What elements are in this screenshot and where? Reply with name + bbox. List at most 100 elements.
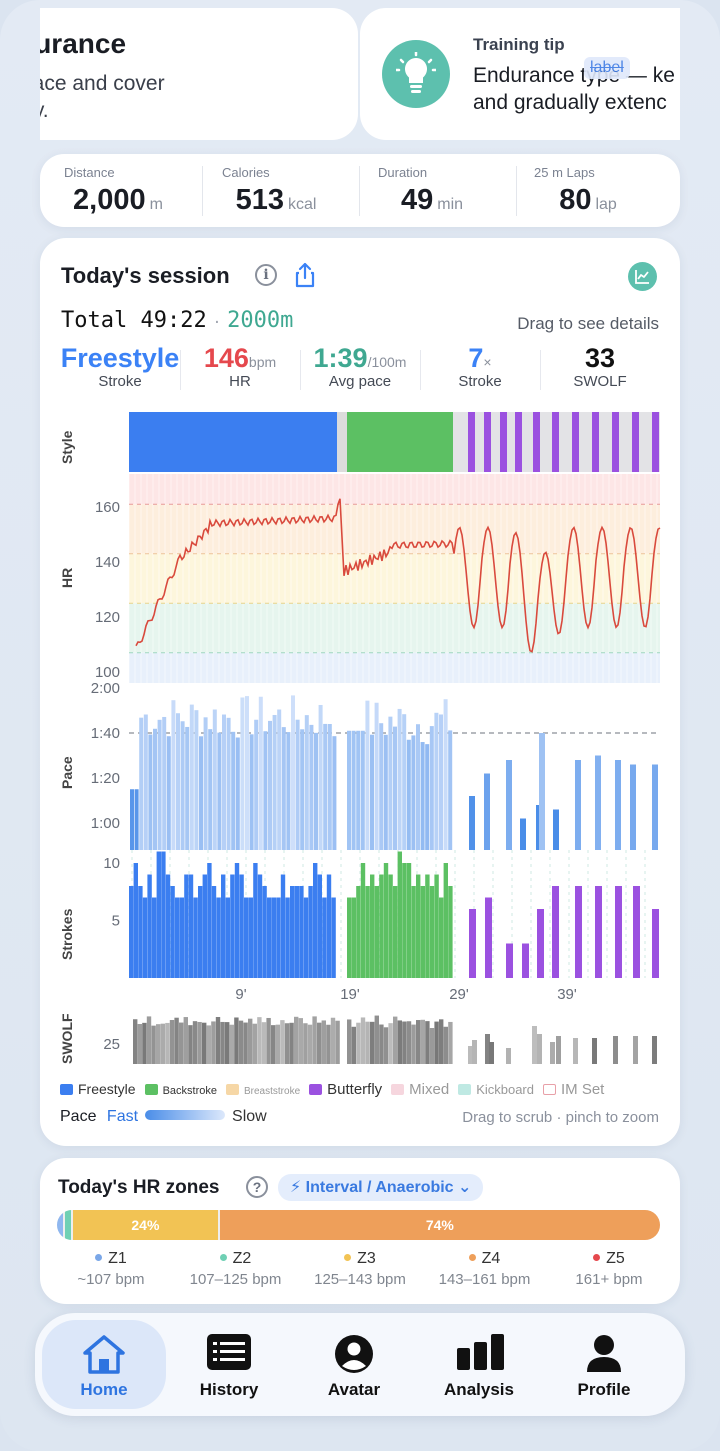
stroke-bar — [351, 897, 356, 978]
pace-bar — [374, 702, 379, 850]
stroke-bar — [221, 874, 226, 978]
pace-gradient — [145, 1110, 226, 1120]
swolf-bar — [443, 1026, 448, 1064]
swolf-bar — [280, 1020, 285, 1064]
swolf-bar — [321, 1020, 326, 1064]
carousel-card-endurance[interactable]: ndurance ly pace and cover ently. — [40, 8, 358, 140]
nav-profile[interactable]: Profile — [542, 1320, 666, 1409]
swolf-bar — [439, 1019, 444, 1064]
pace-bar — [425, 744, 430, 850]
pace-bar — [388, 716, 393, 850]
pace-bar — [235, 737, 240, 850]
nav-avatar[interactable]: Avatar — [292, 1320, 416, 1409]
metric-hr: 146bpm HR — [180, 343, 300, 390]
pace-bar — [402, 714, 407, 850]
legend-swatch — [543, 1084, 556, 1095]
swolf-bar — [537, 1034, 542, 1064]
time-tick: 19' — [340, 986, 360, 1003]
stat-number: 80 — [559, 184, 592, 216]
swolf-bar — [133, 1019, 138, 1064]
style-butterfly-bar — [592, 412, 599, 472]
pace-bar — [139, 717, 144, 850]
swolf-bar — [550, 1042, 555, 1064]
pace-bar — [295, 719, 300, 850]
pace-bar — [397, 708, 402, 850]
todays-session-card: Today's session i Total 49:22 · 2000m Drag… — [40, 238, 680, 1146]
hr-zone-band — [129, 553, 660, 604]
hr-zone-z1: Z1 ~107 bpm — [49, 1250, 173, 1288]
chart-icon[interactable] — [628, 262, 657, 291]
stroke-bar — [267, 897, 272, 978]
nav-label: History — [199, 1380, 259, 1399]
stroke-bar — [225, 897, 230, 978]
stroke-bar — [469, 909, 476, 978]
zone-name-text: Z2 — [232, 1250, 252, 1267]
stroke-bar — [537, 909, 544, 978]
stroke-bar — [370, 874, 375, 978]
swolf-bar — [165, 1022, 170, 1064]
style-freestyle-block — [129, 412, 337, 472]
stat-unit: m — [149, 196, 163, 213]
swolf-tick: 25 — [103, 1036, 120, 1053]
zone-range: 107–125 bpm — [189, 1271, 282, 1288]
zone-dot — [95, 1254, 103, 1261]
legend-item-breaststroke: Breaststroke — [226, 1081, 300, 1097]
pace-bar — [360, 730, 365, 850]
stroke-bar — [360, 863, 366, 978]
pace-bar — [226, 717, 231, 850]
pace-bar — [281, 727, 286, 850]
tips-carousel[interactable]: ndurance ly pace and cover ently. Traini… — [40, 8, 680, 140]
hr-zone-segment: 24% — [73, 1210, 218, 1240]
swolf-bar — [406, 1021, 412, 1064]
nav-history[interactable]: History — [167, 1320, 291, 1409]
nav-home[interactable]: Home — [42, 1320, 166, 1409]
zone-dot — [468, 1254, 476, 1261]
share-icon[interactable] — [293, 262, 317, 293]
info-icon[interactable]: i — [255, 264, 277, 286]
legend-item-freestyle: Freestyle — [60, 1081, 136, 1097]
stroke-bar — [439, 897, 444, 978]
carousel-card-training-tip[interactable]: Training tip Endurance type — ke and gra… — [360, 8, 680, 140]
stat-unit: kcal — [287, 196, 317, 213]
swolf-bar — [379, 1024, 384, 1064]
stroke-bar — [416, 874, 421, 978]
pace-bar — [130, 789, 134, 850]
stroke-bar — [595, 886, 602, 978]
stroke-bar — [198, 886, 203, 978]
pace-bar — [615, 760, 621, 850]
style-butterfly-bar — [632, 412, 639, 472]
legend-item-backstroke: Backstroke — [144, 1081, 217, 1097]
swolf-bar — [429, 1027, 435, 1064]
pace-slow-label: Slow — [232, 1108, 267, 1125]
stroke-bar — [434, 874, 439, 978]
swolf-bar — [393, 1016, 398, 1064]
legend-item-butterfly: Butterfly — [309, 1081, 382, 1098]
swolf-bar — [365, 1021, 370, 1064]
swolf-bar — [197, 1021, 202, 1064]
help-icon[interactable]: ? — [246, 1176, 268, 1198]
pace-bar — [434, 712, 439, 850]
legend-swatch — [391, 1084, 405, 1095]
legend-label: Freestyle — [78, 1081, 136, 1097]
stroke-bar — [193, 897, 198, 978]
pace-bar — [314, 732, 318, 850]
stroke-bar — [411, 886, 416, 978]
stroke-tick: 5 — [112, 913, 120, 930]
hr-zone-band — [129, 504, 660, 554]
metric-label: Stroke — [458, 373, 502, 390]
divider — [359, 166, 360, 216]
stroke-bar — [448, 886, 453, 978]
nav-label: Home — [80, 1380, 128, 1399]
training-type-dropdown[interactable]: ⚡ Interval / Anaerobic ⌄ — [278, 1174, 484, 1201]
hr-tick: 160 — [95, 499, 120, 516]
swolf-bar — [303, 1023, 308, 1064]
hr-zones-title: Today's HR zones — [58, 1177, 220, 1198]
divider — [202, 166, 203, 216]
stat-value: 2,000 m — [40, 184, 196, 217]
zone-name: Z1 — [49, 1250, 173, 1268]
stroke-bar — [184, 874, 189, 978]
stroke-bar — [374, 886, 379, 978]
nav-analysis[interactable]: Analysis — [417, 1320, 541, 1409]
pace-bar — [212, 709, 217, 850]
